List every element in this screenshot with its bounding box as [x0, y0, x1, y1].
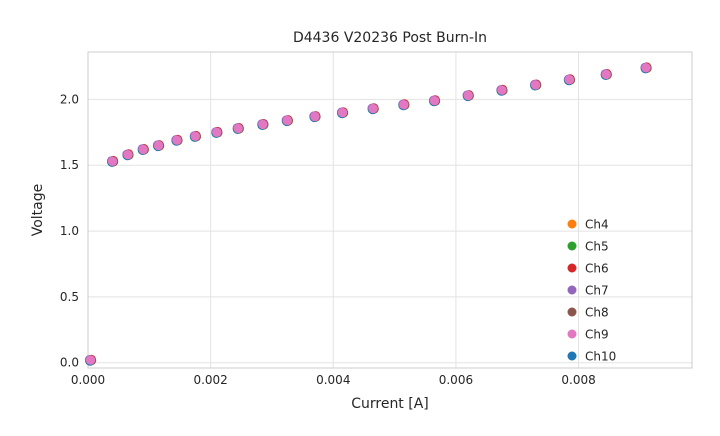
legend-label: Ch4: [585, 218, 609, 232]
scatter-point: [172, 135, 182, 145]
scatter-point: [233, 123, 243, 134]
scatter-point: [463, 90, 473, 101]
legend-item: Ch6: [567, 262, 609, 276]
y-axis-label: Voltage: [30, 184, 46, 237]
scatter-point: [85, 355, 96, 365]
legend-marker-icon: [567, 307, 577, 317]
x-axis-label: Current [A]: [351, 396, 429, 412]
y-tick-label: 1.5: [60, 158, 79, 172]
scatter-point: [212, 127, 222, 137]
legend-item: Ch10: [567, 350, 616, 364]
legend-marker-icon: [567, 263, 577, 273]
scatter-point: [399, 100, 409, 110]
scatter-point: [601, 69, 611, 80]
scatter-point: [641, 63, 651, 73]
scatter-point: [190, 131, 200, 141]
data-points: [84, 62, 652, 366]
scatter-point: [310, 111, 320, 122]
y-tick-label: 0.5: [60, 290, 79, 304]
scatter-point: [282, 115, 292, 126]
scatter-point: [429, 96, 440, 106]
legend-label: Ch10: [585, 350, 616, 364]
legend-marker-icon: [567, 219, 577, 229]
scatter-point: [138, 144, 148, 155]
legend-marker-icon: [567, 329, 577, 339]
legend-marker-icon: [567, 351, 577, 361]
legend-label: Ch9: [585, 328, 609, 342]
legend-item: Ch5: [567, 240, 609, 254]
legend-label: Ch6: [585, 262, 609, 276]
legend: Ch4 Ch5 Ch6 Ch7 Ch8 Ch9 Ch10: [567, 218, 616, 364]
x-tick-label: 0.004: [316, 373, 350, 387]
scatter-point: [258, 119, 268, 130]
scatter-point: [107, 156, 118, 166]
legend-marker-icon: [567, 241, 577, 251]
x-tick-label: 0.002: [193, 373, 227, 387]
scatter-point: [368, 103, 378, 114]
legend-item: Ch9: [567, 328, 609, 342]
scatter-point: [337, 107, 348, 118]
scatter-point: [153, 140, 164, 151]
y-tick-label: 0.0: [60, 356, 79, 370]
legend-label: Ch7: [585, 284, 609, 298]
chart-title: D4436 V20236 Post Burn-In: [293, 30, 487, 46]
x-tick-label: 0.006: [439, 373, 473, 387]
scatter-point: [530, 80, 541, 90]
legend-item: Ch8: [567, 306, 609, 320]
scatter-point: [123, 150, 133, 160]
plot-border: [87, 51, 693, 369]
x-tick-label: 0.000: [71, 373, 105, 387]
y-tick-label: 1.0: [60, 224, 79, 238]
y-tick-label: 2.0: [60, 92, 79, 106]
x-tick-label: 0.008: [561, 373, 595, 387]
tick-labels: 0.000 0.002 0.004 0.006 0.008 0.0 0.5 1.0 1.5 2.0: [60, 92, 596, 387]
legend-label: Ch8: [585, 306, 609, 320]
scatter-point: [497, 85, 507, 95]
legend-item: Ch4: [567, 218, 609, 232]
grid: [87, 52, 692, 368]
legend-item: Ch7: [567, 284, 609, 298]
legend-marker-icon: [567, 285, 577, 295]
legend-label: Ch5: [585, 240, 609, 254]
scatter-point: [564, 75, 575, 85]
